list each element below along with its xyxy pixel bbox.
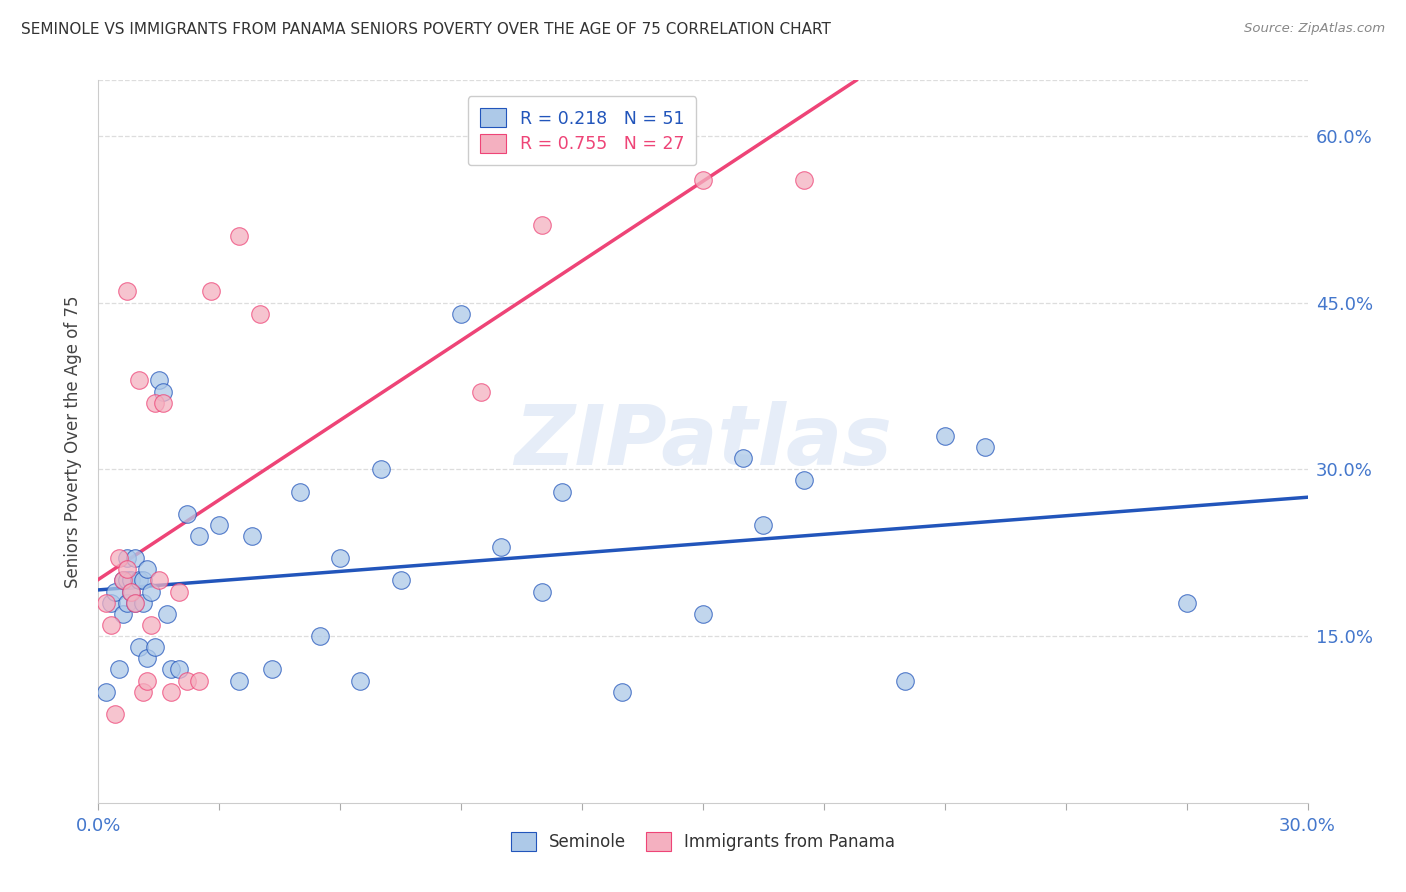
Point — [200, 285, 222, 299]
Point — [148, 373, 170, 387]
Point — [1175, 596, 1198, 610]
Point — [100, 596, 122, 610]
Point — [135, 651, 157, 665]
Point — [733, 451, 755, 466]
Point — [934, 429, 956, 443]
Point — [115, 574, 138, 588]
Text: Source: ZipAtlas.com: Source: ZipAtlas.com — [1244, 22, 1385, 36]
Point — [329, 551, 352, 566]
Point — [148, 574, 170, 588]
Point — [228, 673, 250, 688]
Point — [160, 662, 183, 676]
Point — [491, 540, 513, 554]
Point — [160, 684, 183, 698]
Point — [240, 529, 263, 543]
Point — [103, 706, 125, 721]
Point — [120, 574, 142, 588]
Point — [249, 307, 271, 321]
Text: ZIPatlas: ZIPatlas — [515, 401, 891, 482]
Point — [167, 584, 190, 599]
Point — [128, 373, 150, 387]
Point — [288, 484, 311, 499]
Point — [692, 173, 714, 187]
Point — [530, 584, 553, 599]
Point — [793, 474, 815, 488]
Point — [176, 673, 198, 688]
Point — [349, 673, 371, 688]
Point — [156, 607, 179, 621]
Point — [176, 507, 198, 521]
Point — [107, 551, 129, 566]
Point — [120, 584, 142, 599]
Point — [152, 395, 174, 409]
Point — [143, 640, 166, 655]
Point — [107, 662, 129, 676]
Point — [124, 596, 146, 610]
Point — [370, 462, 392, 476]
Point — [139, 584, 162, 599]
Point — [132, 596, 155, 610]
Point — [188, 673, 211, 688]
Point — [120, 584, 142, 599]
Legend: Seminole, Immigrants from Panama: Seminole, Immigrants from Panama — [502, 824, 904, 860]
Point — [692, 607, 714, 621]
Point — [115, 562, 138, 576]
Point — [135, 673, 157, 688]
Point — [208, 517, 231, 532]
Point — [96, 684, 118, 698]
Point — [111, 574, 134, 588]
Point — [100, 618, 122, 632]
Point — [450, 307, 472, 321]
Point — [974, 440, 997, 454]
Point — [115, 551, 138, 566]
Point — [389, 574, 412, 588]
Point — [132, 574, 155, 588]
Point — [530, 218, 553, 232]
Point — [612, 684, 634, 698]
Point — [132, 684, 155, 698]
Point — [152, 384, 174, 399]
Point — [135, 562, 157, 576]
Point — [128, 574, 150, 588]
Point — [139, 618, 162, 632]
Point — [128, 640, 150, 655]
Point — [167, 662, 190, 676]
Point — [752, 517, 775, 532]
Point — [143, 395, 166, 409]
Point — [260, 662, 283, 676]
Point — [115, 285, 138, 299]
Y-axis label: Seniors Poverty Over the Age of 75: Seniors Poverty Over the Age of 75 — [63, 295, 82, 588]
Point — [309, 629, 332, 643]
Point — [103, 584, 125, 599]
Point — [188, 529, 211, 543]
Point — [793, 173, 815, 187]
Text: SEMINOLE VS IMMIGRANTS FROM PANAMA SENIORS POVERTY OVER THE AGE OF 75 CORRELATIO: SEMINOLE VS IMMIGRANTS FROM PANAMA SENIO… — [21, 22, 831, 37]
Point — [111, 607, 134, 621]
Point — [124, 551, 146, 566]
Point — [551, 484, 574, 499]
Point — [124, 596, 146, 610]
Point — [470, 384, 492, 399]
Point — [228, 228, 250, 243]
Point — [893, 673, 915, 688]
Point — [115, 596, 138, 610]
Point — [111, 574, 134, 588]
Point — [96, 596, 118, 610]
